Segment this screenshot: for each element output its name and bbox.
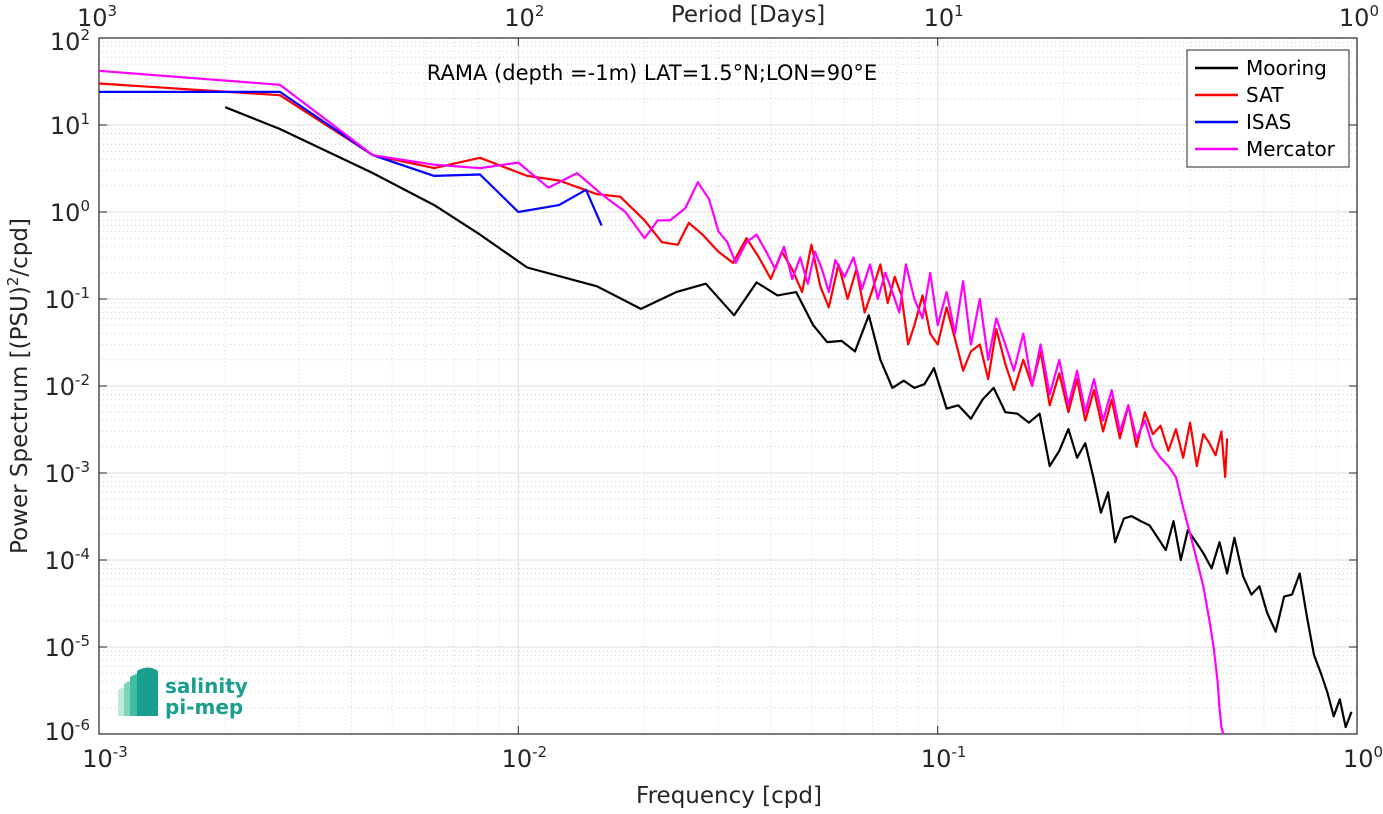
- y-tick-label: 10-4: [44, 545, 90, 575]
- logo-text-line2: pi-mep: [165, 695, 243, 719]
- legend-label-sat: SAT: [1246, 83, 1284, 107]
- logo-text-line1: salinity: [165, 674, 248, 698]
- legend: Mooring SAT ISAS Mercator: [1186, 49, 1350, 168]
- x-tick-label: 10-3: [82, 743, 128, 773]
- x-tick-label: 10-2: [502, 743, 548, 773]
- y-tick-label: 10-3: [44, 458, 90, 488]
- series-line-mercator: [98, 69, 1225, 735]
- legend-label-mooring: Mooring: [1246, 56, 1327, 80]
- series-group: [98, 69, 1353, 735]
- tick-labels: 10-3 10-2 10-1 100 102 101 100 10-1 10-2 10-3 10-4…: [44, 2, 1383, 773]
- x-tick-label: 100: [1343, 743, 1383, 773]
- top-axis-tick-label: 100: [1339, 2, 1379, 32]
- top-axis-tick-label: 103: [77, 2, 117, 32]
- top-axis-tick-label: 102: [504, 2, 544, 32]
- series-line-sat: [98, 82, 1229, 479]
- y-tick-label: 100: [50, 197, 90, 227]
- y-tick-label: 10-6: [44, 716, 90, 746]
- y-tick-label: 10-5: [44, 632, 90, 662]
- legend-label-isas: ISAS: [1246, 110, 1291, 134]
- legend-box: [1186, 49, 1350, 168]
- grid: [98, 37, 1358, 735]
- top-axis-tick-label: 101: [924, 2, 964, 32]
- legend-label-mercator: Mercator: [1246, 137, 1336, 161]
- salinity-pi-mep-logo: salinity pi-mep: [118, 667, 248, 719]
- y-tick-label: 101: [50, 110, 90, 140]
- x-axis-label: Frequency [cpd]: [636, 783, 822, 809]
- chart-title: RAMA (depth =-1m) LAT=1.5°N;LON=90°E: [427, 61, 877, 85]
- series-line-isas: [99, 90, 603, 226]
- series-line-mooring: [224, 106, 1353, 729]
- y-tick-label: 10-1: [44, 284, 90, 314]
- x-tick-label: 10-1: [921, 743, 967, 773]
- y-tick-label: 10-2: [44, 371, 90, 401]
- y-tick-label: 102: [50, 26, 90, 56]
- y-axis-label: Power Spectrum [(PSU)2/cpd]: [4, 218, 33, 554]
- top-axis-label: Period [Days]: [671, 2, 825, 28]
